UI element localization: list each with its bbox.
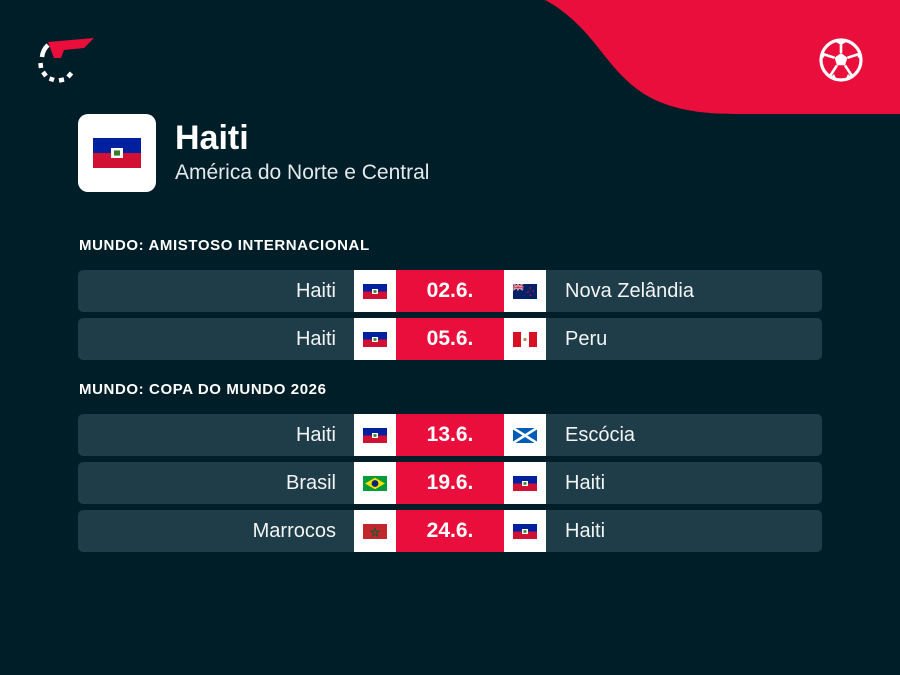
away-team-name: Escócia [565, 424, 636, 446]
haiti-flag-icon [513, 475, 537, 491]
away-team-name: Nova Zelândia [565, 280, 694, 302]
match-date: 05.6. [396, 318, 504, 360]
section-title-world-cup: MUNDO: COPA DO MUNDO 2026 [79, 381, 327, 398]
section-title-friendlies: MUNDO: AMISTOSO INTERNACIONAL [79, 237, 370, 254]
haiti-flag-icon [93, 138, 141, 168]
morocco-flag-icon [363, 523, 387, 539]
home-team-name: Brasil [285, 472, 336, 494]
match-date: 02.6. [396, 270, 504, 312]
match-row[interactable]: Haiti 05.6. Peru [78, 318, 822, 360]
match-date: 24.6. [396, 510, 504, 552]
match-row[interactable]: Brasil 19.6. Haiti [78, 462, 822, 504]
team-region: América do Norte e Central [175, 161, 430, 184]
scotland-flag-icon [513, 427, 537, 443]
match-date: 19.6. [396, 462, 504, 504]
flashscore-logo-icon [38, 38, 94, 83]
soccer-ball-icon[interactable] [818, 37, 864, 83]
away-team-name: Haiti [565, 472, 606, 494]
haiti-flag-icon [363, 427, 387, 443]
match-row[interactable]: Marrocos 24.6. Haiti [78, 510, 822, 552]
team-flag-card [78, 114, 156, 192]
corner-decoration [545, 0, 900, 114]
team-name: Haiti [175, 119, 249, 157]
home-team-name: Marrocos [252, 520, 336, 542]
away-team-name: Peru [565, 328, 608, 350]
home-team-name: Haiti [295, 424, 336, 446]
match-row[interactable]: Haiti 13.6. Escócia [78, 414, 822, 456]
home-team-name: Haiti [295, 280, 336, 302]
haiti-flag-icon [363, 283, 387, 299]
home-team-name: Haiti [295, 328, 336, 350]
match-date: 13.6. [396, 414, 504, 456]
brazil-flag-icon [363, 475, 387, 491]
away-team-name: Haiti [565, 520, 606, 542]
peru-flag-icon [513, 331, 537, 347]
new-zealand-flag-icon [513, 283, 537, 299]
haiti-flag-icon [513, 523, 537, 539]
match-row[interactable]: Haiti 02.6. Nova Zelândia [78, 270, 822, 312]
haiti-flag-icon [363, 331, 387, 347]
